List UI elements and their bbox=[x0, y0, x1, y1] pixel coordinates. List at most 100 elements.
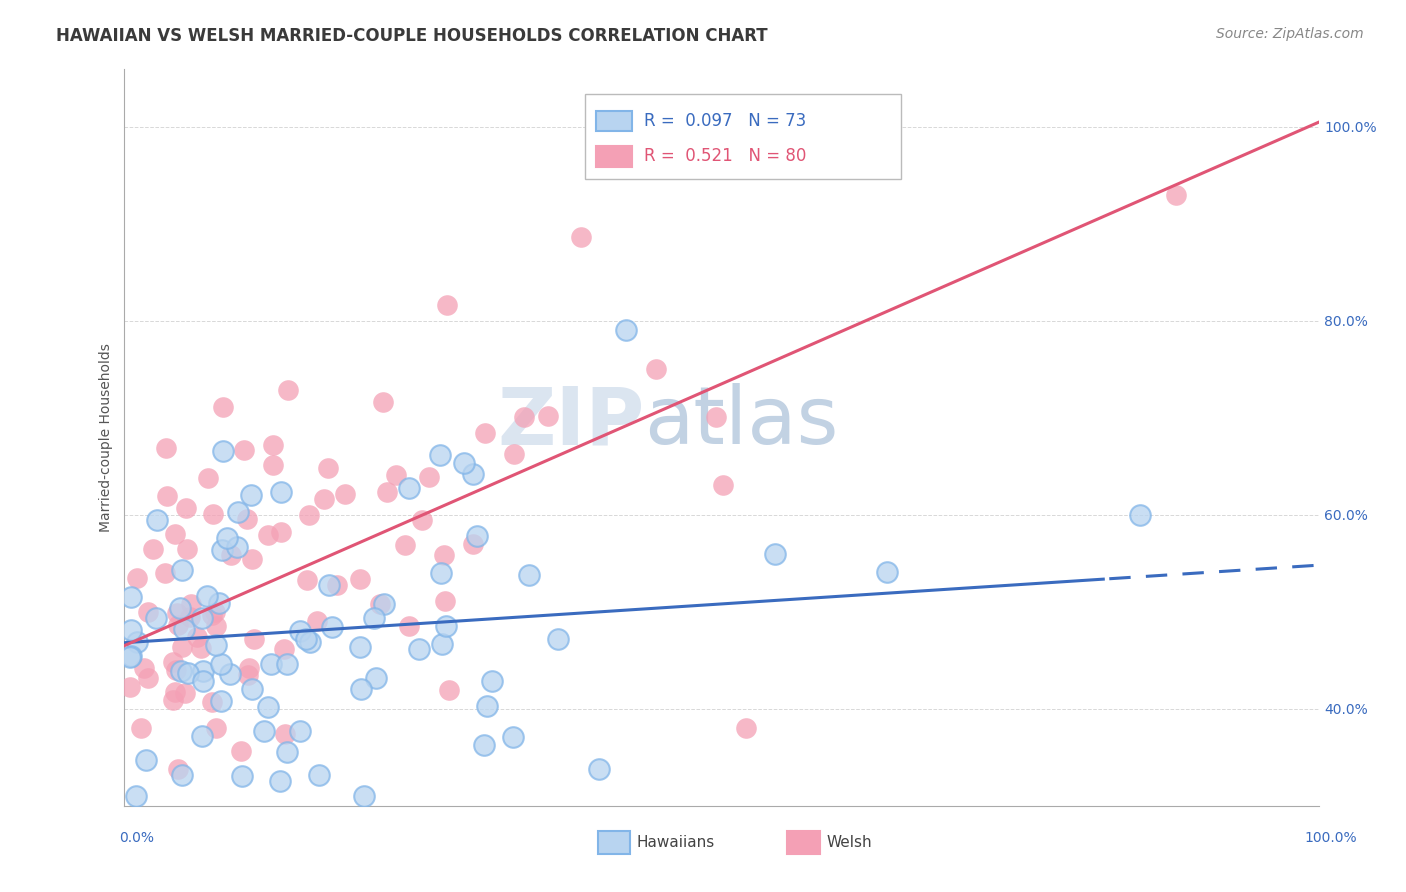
Point bbox=[463, 537, 485, 551]
Point bbox=[711, 477, 734, 491]
Point bbox=[155, 441, 177, 455]
Point bbox=[211, 400, 233, 414]
Point bbox=[236, 511, 259, 525]
Text: 100.0%: 100.0% bbox=[1305, 831, 1357, 846]
Point bbox=[270, 524, 292, 539]
Point bbox=[465, 529, 488, 543]
Point bbox=[502, 447, 524, 461]
Point bbox=[191, 611, 214, 625]
Point bbox=[231, 769, 253, 783]
Point bbox=[195, 589, 218, 603]
Point bbox=[430, 566, 453, 580]
Point bbox=[197, 471, 219, 485]
Point bbox=[517, 568, 540, 582]
Point bbox=[212, 444, 235, 458]
Text: R =  0.097   N = 73: R = 0.097 N = 73 bbox=[644, 112, 807, 130]
Point bbox=[233, 442, 256, 457]
Point bbox=[463, 467, 485, 482]
Point bbox=[436, 298, 458, 312]
Point bbox=[225, 540, 247, 554]
Point bbox=[134, 753, 156, 767]
Point bbox=[201, 696, 224, 710]
Point bbox=[190, 729, 212, 743]
Point bbox=[270, 485, 292, 500]
Point bbox=[398, 481, 420, 495]
Point bbox=[432, 549, 454, 563]
Point bbox=[172, 640, 194, 655]
Point bbox=[290, 723, 312, 738]
Point bbox=[243, 632, 266, 647]
Point bbox=[127, 571, 149, 585]
Point bbox=[240, 681, 263, 696]
Point bbox=[262, 438, 284, 452]
Point bbox=[434, 618, 457, 632]
Point bbox=[876, 566, 898, 580]
Point bbox=[569, 229, 592, 244]
Point bbox=[236, 667, 259, 681]
Point bbox=[162, 692, 184, 706]
Point bbox=[179, 610, 201, 624]
Point bbox=[321, 619, 343, 633]
Point bbox=[290, 624, 312, 639]
Point bbox=[513, 410, 536, 425]
Point bbox=[368, 597, 391, 611]
FancyBboxPatch shape bbox=[585, 95, 901, 179]
Text: HAWAIIAN VS WELSH MARRIED-COUPLE HOUSEHOLDS CORRELATION CHART: HAWAIIAN VS WELSH MARRIED-COUPLE HOUSEHO… bbox=[56, 27, 768, 45]
Text: ZIP: ZIP bbox=[498, 384, 644, 461]
Point bbox=[269, 774, 291, 789]
Point bbox=[238, 661, 260, 675]
Point bbox=[614, 323, 637, 337]
Point bbox=[704, 410, 727, 425]
Point bbox=[166, 618, 188, 632]
Point bbox=[211, 542, 233, 557]
Point bbox=[219, 548, 242, 562]
Point bbox=[349, 640, 371, 655]
Point bbox=[763, 547, 786, 561]
Point bbox=[120, 649, 142, 664]
Point bbox=[453, 456, 475, 470]
Point bbox=[277, 384, 299, 398]
Point bbox=[363, 611, 385, 625]
Point bbox=[305, 615, 328, 629]
Point bbox=[138, 605, 160, 619]
Point bbox=[481, 673, 503, 688]
Point bbox=[201, 608, 224, 623]
Point bbox=[316, 461, 339, 475]
Point bbox=[173, 622, 195, 636]
Point bbox=[475, 698, 498, 713]
Point bbox=[432, 637, 454, 651]
Point bbox=[204, 619, 226, 633]
Point bbox=[276, 745, 298, 759]
Point bbox=[295, 632, 318, 647]
Point bbox=[208, 596, 231, 610]
Point bbox=[537, 409, 560, 423]
Point bbox=[314, 492, 336, 507]
Text: 0.0%: 0.0% bbox=[120, 831, 155, 846]
Text: Source: ZipAtlas.com: Source: ZipAtlas.com bbox=[1216, 27, 1364, 41]
Point bbox=[371, 395, 394, 409]
Point bbox=[170, 563, 193, 577]
Point bbox=[273, 642, 295, 657]
Point bbox=[398, 619, 420, 633]
Point bbox=[120, 623, 142, 637]
Point bbox=[186, 631, 208, 645]
Point bbox=[165, 685, 187, 699]
Point bbox=[256, 699, 278, 714]
Point bbox=[318, 578, 340, 592]
Text: Hawaiians: Hawaiians bbox=[637, 836, 716, 850]
Point bbox=[177, 665, 200, 680]
Point bbox=[120, 650, 142, 665]
Point bbox=[191, 673, 214, 688]
Point bbox=[129, 721, 152, 735]
Point bbox=[174, 501, 197, 516]
Point bbox=[333, 487, 356, 501]
Point bbox=[274, 727, 297, 741]
FancyBboxPatch shape bbox=[596, 146, 633, 167]
Point bbox=[209, 694, 232, 708]
Point bbox=[240, 551, 263, 566]
FancyBboxPatch shape bbox=[596, 111, 633, 131]
Point bbox=[1164, 187, 1187, 202]
Point bbox=[257, 528, 280, 542]
Point bbox=[217, 531, 239, 545]
Point bbox=[734, 721, 756, 735]
